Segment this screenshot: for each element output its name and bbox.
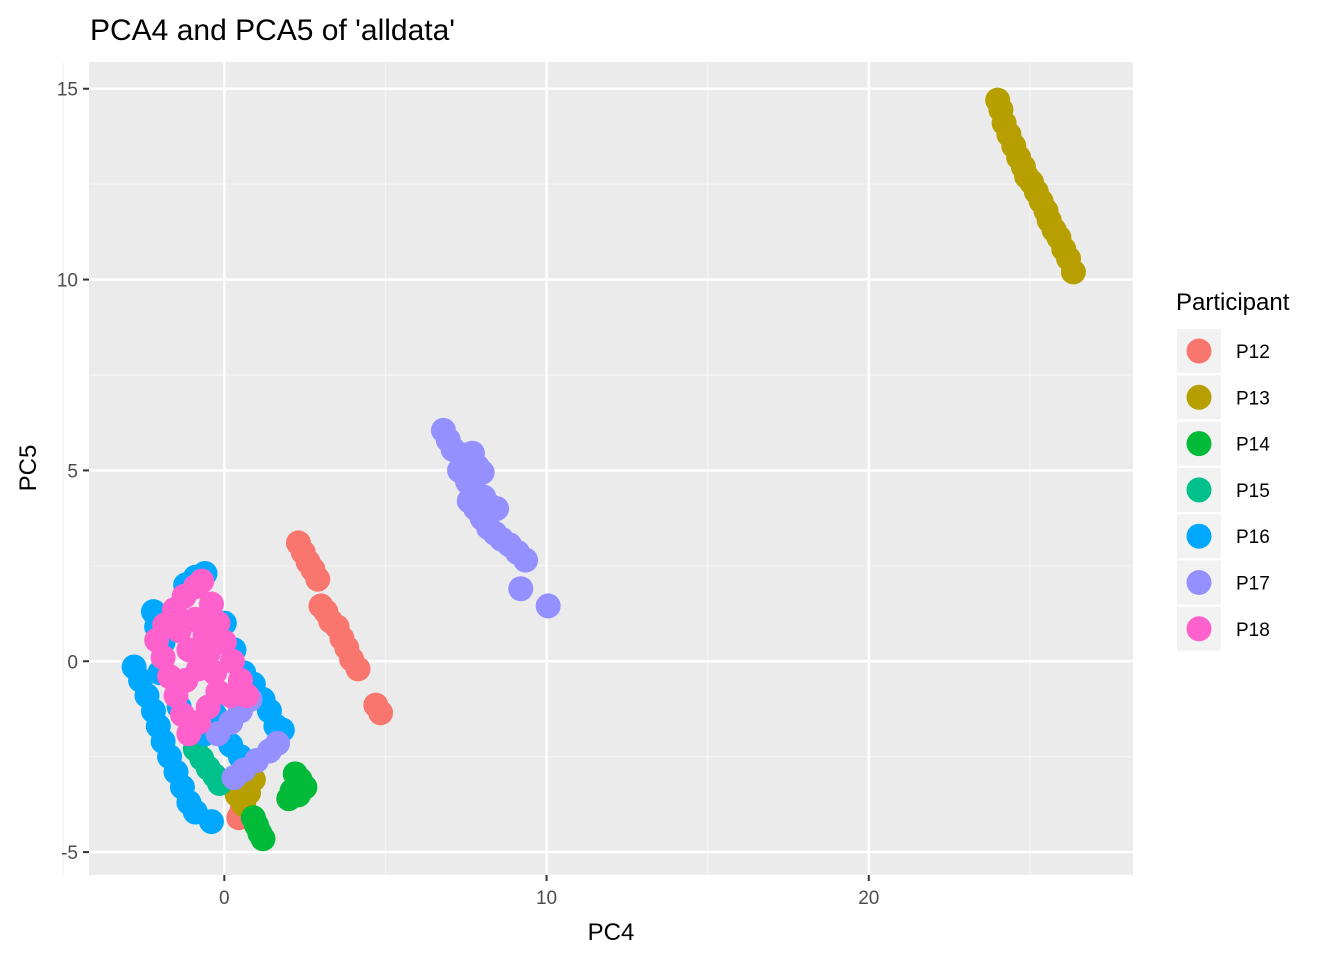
data-point — [160, 606, 186, 632]
legend-label: P16 — [1236, 527, 1270, 548]
chart-title: PCA4 and PCA5 of 'alldata' — [90, 14, 455, 47]
legend-key-dot — [1186, 616, 1212, 642]
data-point — [219, 648, 245, 674]
legend-label: P13 — [1236, 388, 1270, 409]
data-points — [121, 87, 1086, 852]
legend-item-p18: P18 — [1177, 606, 1270, 651]
series-p17 — [205, 417, 561, 791]
legend-item-p17: P17 — [1177, 560, 1270, 605]
legend-item-p16: P16 — [1177, 514, 1270, 559]
legend-key-dot — [1186, 523, 1212, 549]
data-point — [265, 730, 290, 756]
legend-item-p13: P13 — [1177, 375, 1270, 420]
y-tick-label: -5 — [61, 843, 78, 864]
y-tick-label: 10 — [57, 271, 78, 292]
y-tick-label: 15 — [57, 80, 78, 101]
major-gridlines — [89, 62, 1133, 875]
legend: Participant P12 P13 P14 P15 P16 P17 P18 — [1176, 289, 1290, 651]
data-point — [195, 641, 221, 667]
series-p18 — [144, 568, 260, 747]
legend-items: P12 P13 P14 P15 P16 P17 P18 — [1177, 329, 1270, 651]
x-axis-title: PC4 — [588, 919, 635, 946]
data-point — [198, 591, 224, 617]
data-point — [189, 568, 215, 594]
x-tick-label: 10 — [536, 888, 557, 909]
data-point — [1060, 259, 1086, 285]
legend-item-p15: P15 — [1177, 467, 1270, 512]
data-point — [176, 637, 202, 663]
legend-label: P18 — [1236, 620, 1270, 641]
data-point — [508, 576, 534, 602]
data-point — [192, 622, 218, 648]
data-point — [345, 656, 371, 682]
data-point — [218, 683, 244, 709]
legend-title: Participant — [1176, 289, 1290, 316]
data-point — [305, 566, 331, 592]
axes: 0 10 20 -5 0 5 10 15 — [57, 80, 879, 909]
legend-label: P12 — [1236, 342, 1270, 363]
data-point — [368, 700, 394, 726]
legend-item-p14: P14 — [1177, 421, 1270, 466]
legend-item-p12: P12 — [1177, 329, 1270, 373]
data-point — [198, 809, 224, 835]
legend-key-dot — [1186, 477, 1212, 503]
y-tick-label: 5 — [67, 461, 78, 482]
legend-key-dot — [1186, 570, 1212, 595]
legend-label: P15 — [1236, 481, 1270, 502]
y-tick-label: 0 — [67, 652, 78, 673]
y-axis-title: PC5 — [15, 445, 42, 492]
plot-panel — [89, 62, 1133, 875]
legend-label: P17 — [1236, 574, 1270, 595]
data-point — [202, 660, 228, 686]
legend-key-dot — [1186, 431, 1212, 457]
data-point — [513, 547, 539, 573]
x-tick-label: 20 — [858, 888, 879, 909]
data-point — [285, 782, 311, 808]
series-p14 — [240, 761, 318, 852]
legend-key-dot — [1186, 338, 1212, 364]
data-point — [150, 644, 176, 670]
data-point — [173, 667, 199, 693]
legend-label: P14 — [1236, 435, 1270, 456]
data-point — [250, 826, 276, 852]
legend-key-dot — [1186, 384, 1212, 410]
x-tick-label: 0 — [219, 888, 230, 909]
data-point — [535, 593, 561, 619]
